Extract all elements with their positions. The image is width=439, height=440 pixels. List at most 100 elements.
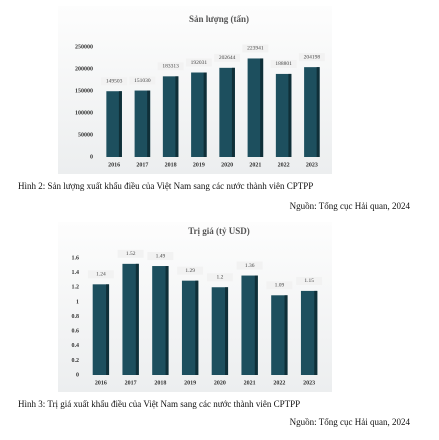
value-label: 1.49 bbox=[156, 253, 166, 259]
x-tick-label: 2021 bbox=[249, 162, 261, 168]
value-label-box bbox=[129, 76, 156, 85]
value-label: 151030 bbox=[134, 78, 151, 84]
bar-shade bbox=[316, 67, 320, 157]
x-tick-label: 2022 bbox=[278, 162, 290, 168]
bar bbox=[152, 266, 169, 375]
bar-shade bbox=[254, 275, 258, 375]
x-tick-label: 2019 bbox=[193, 162, 205, 168]
bar bbox=[241, 275, 258, 375]
x-tick-label: 2017 bbox=[125, 380, 137, 386]
bar bbox=[304, 67, 320, 157]
bar bbox=[92, 284, 110, 375]
bar bbox=[275, 73, 292, 157]
x-tick-label: 2018 bbox=[165, 162, 177, 168]
value-label-box bbox=[270, 59, 297, 68]
value-label-box bbox=[177, 266, 204, 275]
x-tick-label: 2019 bbox=[184, 380, 196, 386]
x-tick-label: 2016 bbox=[95, 380, 107, 386]
bar-shade bbox=[165, 266, 169, 375]
y-tick-label: 50000 bbox=[78, 132, 93, 138]
value-label-box bbox=[298, 53, 325, 62]
bar bbox=[219, 67, 235, 157]
x-tick-label: 2018 bbox=[154, 380, 166, 386]
y-tick-label: 0 bbox=[76, 372, 79, 378]
value-label: 1.29 bbox=[185, 268, 195, 274]
y-tick-label: 1.4 bbox=[72, 270, 80, 276]
bar bbox=[134, 90, 151, 157]
value-label-box bbox=[101, 77, 128, 86]
x-tick-label: 2022 bbox=[273, 380, 285, 386]
x-tick-label: 2020 bbox=[221, 162, 233, 168]
chart-title: Trị giá (tỷ USD) bbox=[188, 226, 250, 236]
value-label-box bbox=[266, 281, 293, 290]
value-label: 1.2 bbox=[216, 275, 223, 281]
x-tick-label: 2021 bbox=[244, 380, 256, 386]
y-tick-label: 0.8 bbox=[72, 314, 80, 320]
bar-shade bbox=[225, 287, 229, 375]
bar-shade bbox=[288, 73, 292, 157]
bar-shade bbox=[195, 280, 199, 375]
y-tick-label: 250000 bbox=[75, 44, 93, 50]
y-tick-label: 0.4 bbox=[72, 343, 80, 349]
y-tick-label: 1.2 bbox=[72, 285, 80, 291]
bar bbox=[300, 290, 318, 375]
bar-shade bbox=[260, 58, 264, 158]
bar bbox=[247, 58, 264, 158]
value-label: 202644 bbox=[219, 55, 236, 61]
value-label: 183313 bbox=[162, 64, 179, 70]
value-label: 192031 bbox=[191, 60, 208, 66]
value-label-box bbox=[117, 249, 144, 258]
y-tick-label: 1.6 bbox=[72, 255, 80, 261]
value-label: 1.36 bbox=[245, 263, 255, 269]
value-label: 1.09 bbox=[275, 283, 285, 289]
value-label-box bbox=[236, 261, 263, 270]
value-label-box bbox=[296, 276, 323, 285]
bar bbox=[271, 295, 288, 375]
bar-shade bbox=[106, 284, 110, 375]
value-label-box bbox=[206, 273, 233, 282]
bar bbox=[122, 263, 139, 375]
chart-title: Sản lượng (tấn) bbox=[189, 14, 249, 24]
value-label-box bbox=[87, 270, 114, 279]
bar bbox=[211, 287, 229, 375]
figure-caption: Hình 3: Trị giá xuất khẩu điều của Việt … bbox=[18, 399, 300, 409]
figure-caption: Hình 2: Sản lượng xuất khẩu điều của Việ… bbox=[18, 181, 313, 191]
bar-shade bbox=[147, 90, 151, 157]
bar bbox=[191, 72, 207, 157]
value-label: 188801 bbox=[275, 61, 292, 67]
x-tick-label: 2016 bbox=[108, 162, 120, 168]
bar-shade bbox=[314, 290, 318, 375]
bar-shade bbox=[175, 76, 179, 157]
value-label-box bbox=[214, 53, 241, 62]
bar-shade bbox=[135, 263, 139, 375]
bar bbox=[162, 76, 179, 157]
x-tick-label: 2023 bbox=[306, 162, 318, 168]
bar-shade bbox=[203, 72, 207, 157]
y-tick-label: 0.6 bbox=[72, 329, 80, 335]
bar-shade bbox=[284, 295, 288, 375]
value-label-box bbox=[147, 252, 174, 261]
value-label: 1.24 bbox=[96, 272, 106, 278]
x-tick-label: 2023 bbox=[303, 380, 315, 386]
value-label: 1.15 bbox=[304, 278, 314, 284]
bar bbox=[106, 91, 122, 157]
value-label: 149503 bbox=[106, 78, 123, 84]
bar-shade bbox=[231, 67, 235, 157]
y-tick-label: 0 bbox=[90, 154, 93, 160]
bar-shade bbox=[118, 91, 122, 157]
x-tick-label: 2017 bbox=[136, 162, 148, 168]
value-label-box bbox=[157, 62, 184, 71]
y-tick-label: 200000 bbox=[75, 66, 93, 72]
figure-source: Nguồn: Tổng cục Hải quan, 2024 bbox=[290, 417, 411, 427]
value-label: 1.52 bbox=[126, 251, 136, 257]
y-tick-label: 1 bbox=[76, 299, 79, 305]
value-label-box bbox=[242, 44, 269, 53]
value-label: 223941 bbox=[247, 46, 264, 52]
x-tick-label: 2020 bbox=[214, 380, 226, 386]
figure-source: Nguồn: Tổng cục Hải quan, 2024 bbox=[290, 201, 411, 211]
y-tick-label: 0.2 bbox=[72, 358, 80, 364]
y-tick-label: 150000 bbox=[75, 88, 93, 94]
value-label: 204198 bbox=[304, 54, 321, 60]
